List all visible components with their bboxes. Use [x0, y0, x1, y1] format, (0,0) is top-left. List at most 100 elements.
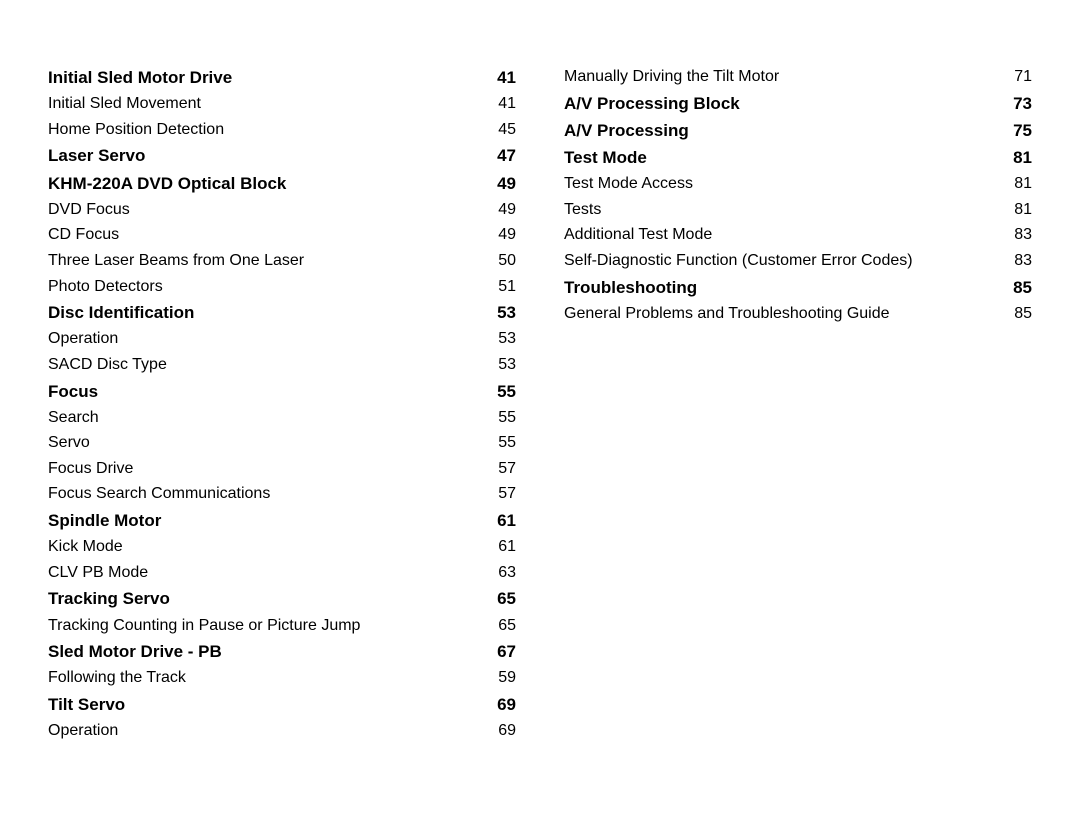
toc-entry-title: Test Mode [564, 144, 1013, 171]
toc-heading-row: A/V Processing75 [564, 117, 1032, 144]
toc-entry-page: 85 [1013, 274, 1032, 301]
toc-entry-page: 55 [498, 405, 516, 431]
toc-heading-row: Test Mode81 [564, 144, 1032, 171]
toc-entry-title: A/V Processing [564, 117, 1013, 144]
toc-entry-page: 49 [498, 222, 516, 248]
toc-entry-title: Tracking Servo [48, 585, 497, 612]
toc-entry-title: A/V Processing Block [564, 90, 1013, 117]
toc-column-left: Initial Sled Motor Drive41Initial Sled M… [48, 64, 516, 744]
toc-entry-title: General Problems and Troubleshooting Gui… [564, 301, 1014, 327]
toc-entry-title: Kick Mode [48, 534, 498, 560]
toc-entry-title: Troubleshooting [564, 274, 1013, 301]
toc-entry-page: 41 [498, 91, 516, 117]
toc-entry-title: Home Position Detection [48, 117, 498, 143]
toc-entry-page: 61 [497, 507, 516, 534]
toc-entry-page: 47 [497, 142, 516, 169]
toc-sub-row: Focus Search Communications57 [48, 481, 516, 507]
toc-heading-row: Laser Servo47 [48, 142, 516, 169]
toc-sub-row: Home Position Detection45 [48, 117, 516, 143]
toc-entry-page: 53 [497, 299, 516, 326]
toc-entry-page: 49 [497, 170, 516, 197]
toc-entry-title: KHM-220A DVD Optical Block [48, 170, 497, 197]
toc-entry-title: Test Mode Access [564, 171, 1014, 197]
toc-sub-row: Operation53 [48, 326, 516, 352]
toc-entry-title: Focus Search Communications [48, 481, 498, 507]
toc-entry-title: Disc Identification [48, 299, 497, 326]
toc-sub-row: SACD Disc Type53 [48, 352, 516, 378]
toc-entry-title: DVD Focus [48, 197, 498, 223]
toc-entry-page: 67 [497, 638, 516, 665]
toc-sub-row: Manually Driving the Tilt Motor71 [564, 64, 1032, 90]
toc-entry-page: 71 [1014, 64, 1032, 90]
toc-entry-title: Sled Motor Drive - PB [48, 638, 497, 665]
toc-entry-page: 50 [498, 248, 516, 274]
toc-entry-title: Tracking Counting in Pause or Picture Ju… [48, 613, 498, 639]
toc-entry-page: 83 [1014, 248, 1032, 274]
toc-entry-page: 69 [498, 718, 516, 744]
toc-sub-row: DVD Focus49 [48, 197, 516, 223]
toc-sub-row: CLV PB Mode63 [48, 560, 516, 586]
toc-entry-page: 51 [498, 274, 516, 300]
toc-sub-row: CD Focus49 [48, 222, 516, 248]
toc-entry-title: SACD Disc Type [48, 352, 498, 378]
toc-heading-row: KHM-220A DVD Optical Block49 [48, 170, 516, 197]
toc-sub-row: Three Laser Beams from One Laser50 [48, 248, 516, 274]
toc-entry-page: 45 [498, 117, 516, 143]
toc-sub-row: Servo55 [48, 430, 516, 456]
toc-entry-page: 81 [1014, 171, 1032, 197]
toc-entry-page: 53 [498, 352, 516, 378]
toc-heading-row: A/V Processing Block73 [564, 90, 1032, 117]
toc-heading-row: Troubleshooting85 [564, 274, 1032, 301]
toc-heading-row: Spindle Motor61 [48, 507, 516, 534]
toc-entry-title: Tests [564, 197, 1014, 223]
toc-sub-row: Tests81 [564, 197, 1032, 223]
toc-column-right: Manually Driving the Tilt Motor71A/V Pro… [564, 64, 1032, 744]
toc-entry-title: Servo [48, 430, 498, 456]
toc-heading-row: Tilt Servo69 [48, 691, 516, 718]
toc-entry-page: 65 [498, 613, 516, 639]
toc-sub-row: Test Mode Access81 [564, 171, 1032, 197]
toc-entry-page: 57 [498, 456, 516, 482]
toc-entry-title: Tilt Servo [48, 691, 497, 718]
toc-entry-page: 55 [497, 378, 516, 405]
toc-heading-row: Initial Sled Motor Drive41 [48, 64, 516, 91]
toc-container: Initial Sled Motor Drive41Initial Sled M… [48, 64, 1032, 744]
toc-entry-page: 55 [498, 430, 516, 456]
toc-entry-title: Additional Test Mode [564, 222, 1014, 248]
toc-sub-row: Additional Test Mode83 [564, 222, 1032, 248]
toc-sub-row: Search55 [48, 405, 516, 431]
toc-entry-page: 85 [1014, 301, 1032, 327]
toc-sub-row: Initial Sled Movement41 [48, 91, 516, 117]
toc-entry-title: Following the Track [48, 665, 498, 691]
toc-entry-title: Initial Sled Movement [48, 91, 498, 117]
toc-entry-page: 69 [497, 691, 516, 718]
toc-entry-title: Three Laser Beams from One Laser [48, 248, 498, 274]
toc-entry-title: Operation [48, 718, 498, 744]
toc-entry-title: CD Focus [48, 222, 498, 248]
toc-entry-page: 73 [1013, 90, 1032, 117]
toc-entry-page: 81 [1014, 197, 1032, 223]
toc-entry-page: 81 [1013, 144, 1032, 171]
toc-entry-page: 65 [497, 585, 516, 612]
toc-entry-title: Initial Sled Motor Drive [48, 64, 497, 91]
toc-sub-row: Kick Mode61 [48, 534, 516, 560]
toc-entry-title: Self-Diagnostic Function (Customer Error… [564, 248, 1014, 274]
toc-entry-page: 63 [498, 560, 516, 586]
toc-entry-title: Focus Drive [48, 456, 498, 482]
toc-sub-row: Photo Detectors51 [48, 274, 516, 300]
toc-entry-page: 61 [498, 534, 516, 560]
toc-entry-title: Focus [48, 378, 497, 405]
toc-heading-row: Focus55 [48, 378, 516, 405]
toc-entry-title: CLV PB Mode [48, 560, 498, 586]
toc-heading-row: Disc Identification53 [48, 299, 516, 326]
toc-entry-page: 41 [497, 64, 516, 91]
toc-sub-row: Focus Drive57 [48, 456, 516, 482]
toc-entry-title: Photo Detectors [48, 274, 498, 300]
toc-heading-row: Tracking Servo65 [48, 585, 516, 612]
toc-sub-row: General Problems and Troubleshooting Gui… [564, 301, 1032, 327]
toc-entry-page: 49 [498, 197, 516, 223]
toc-entry-page: 75 [1013, 117, 1032, 144]
toc-entry-title: Operation [48, 326, 498, 352]
toc-entry-title: Spindle Motor [48, 507, 497, 534]
toc-sub-row: Tracking Counting in Pause or Picture Ju… [48, 613, 516, 639]
